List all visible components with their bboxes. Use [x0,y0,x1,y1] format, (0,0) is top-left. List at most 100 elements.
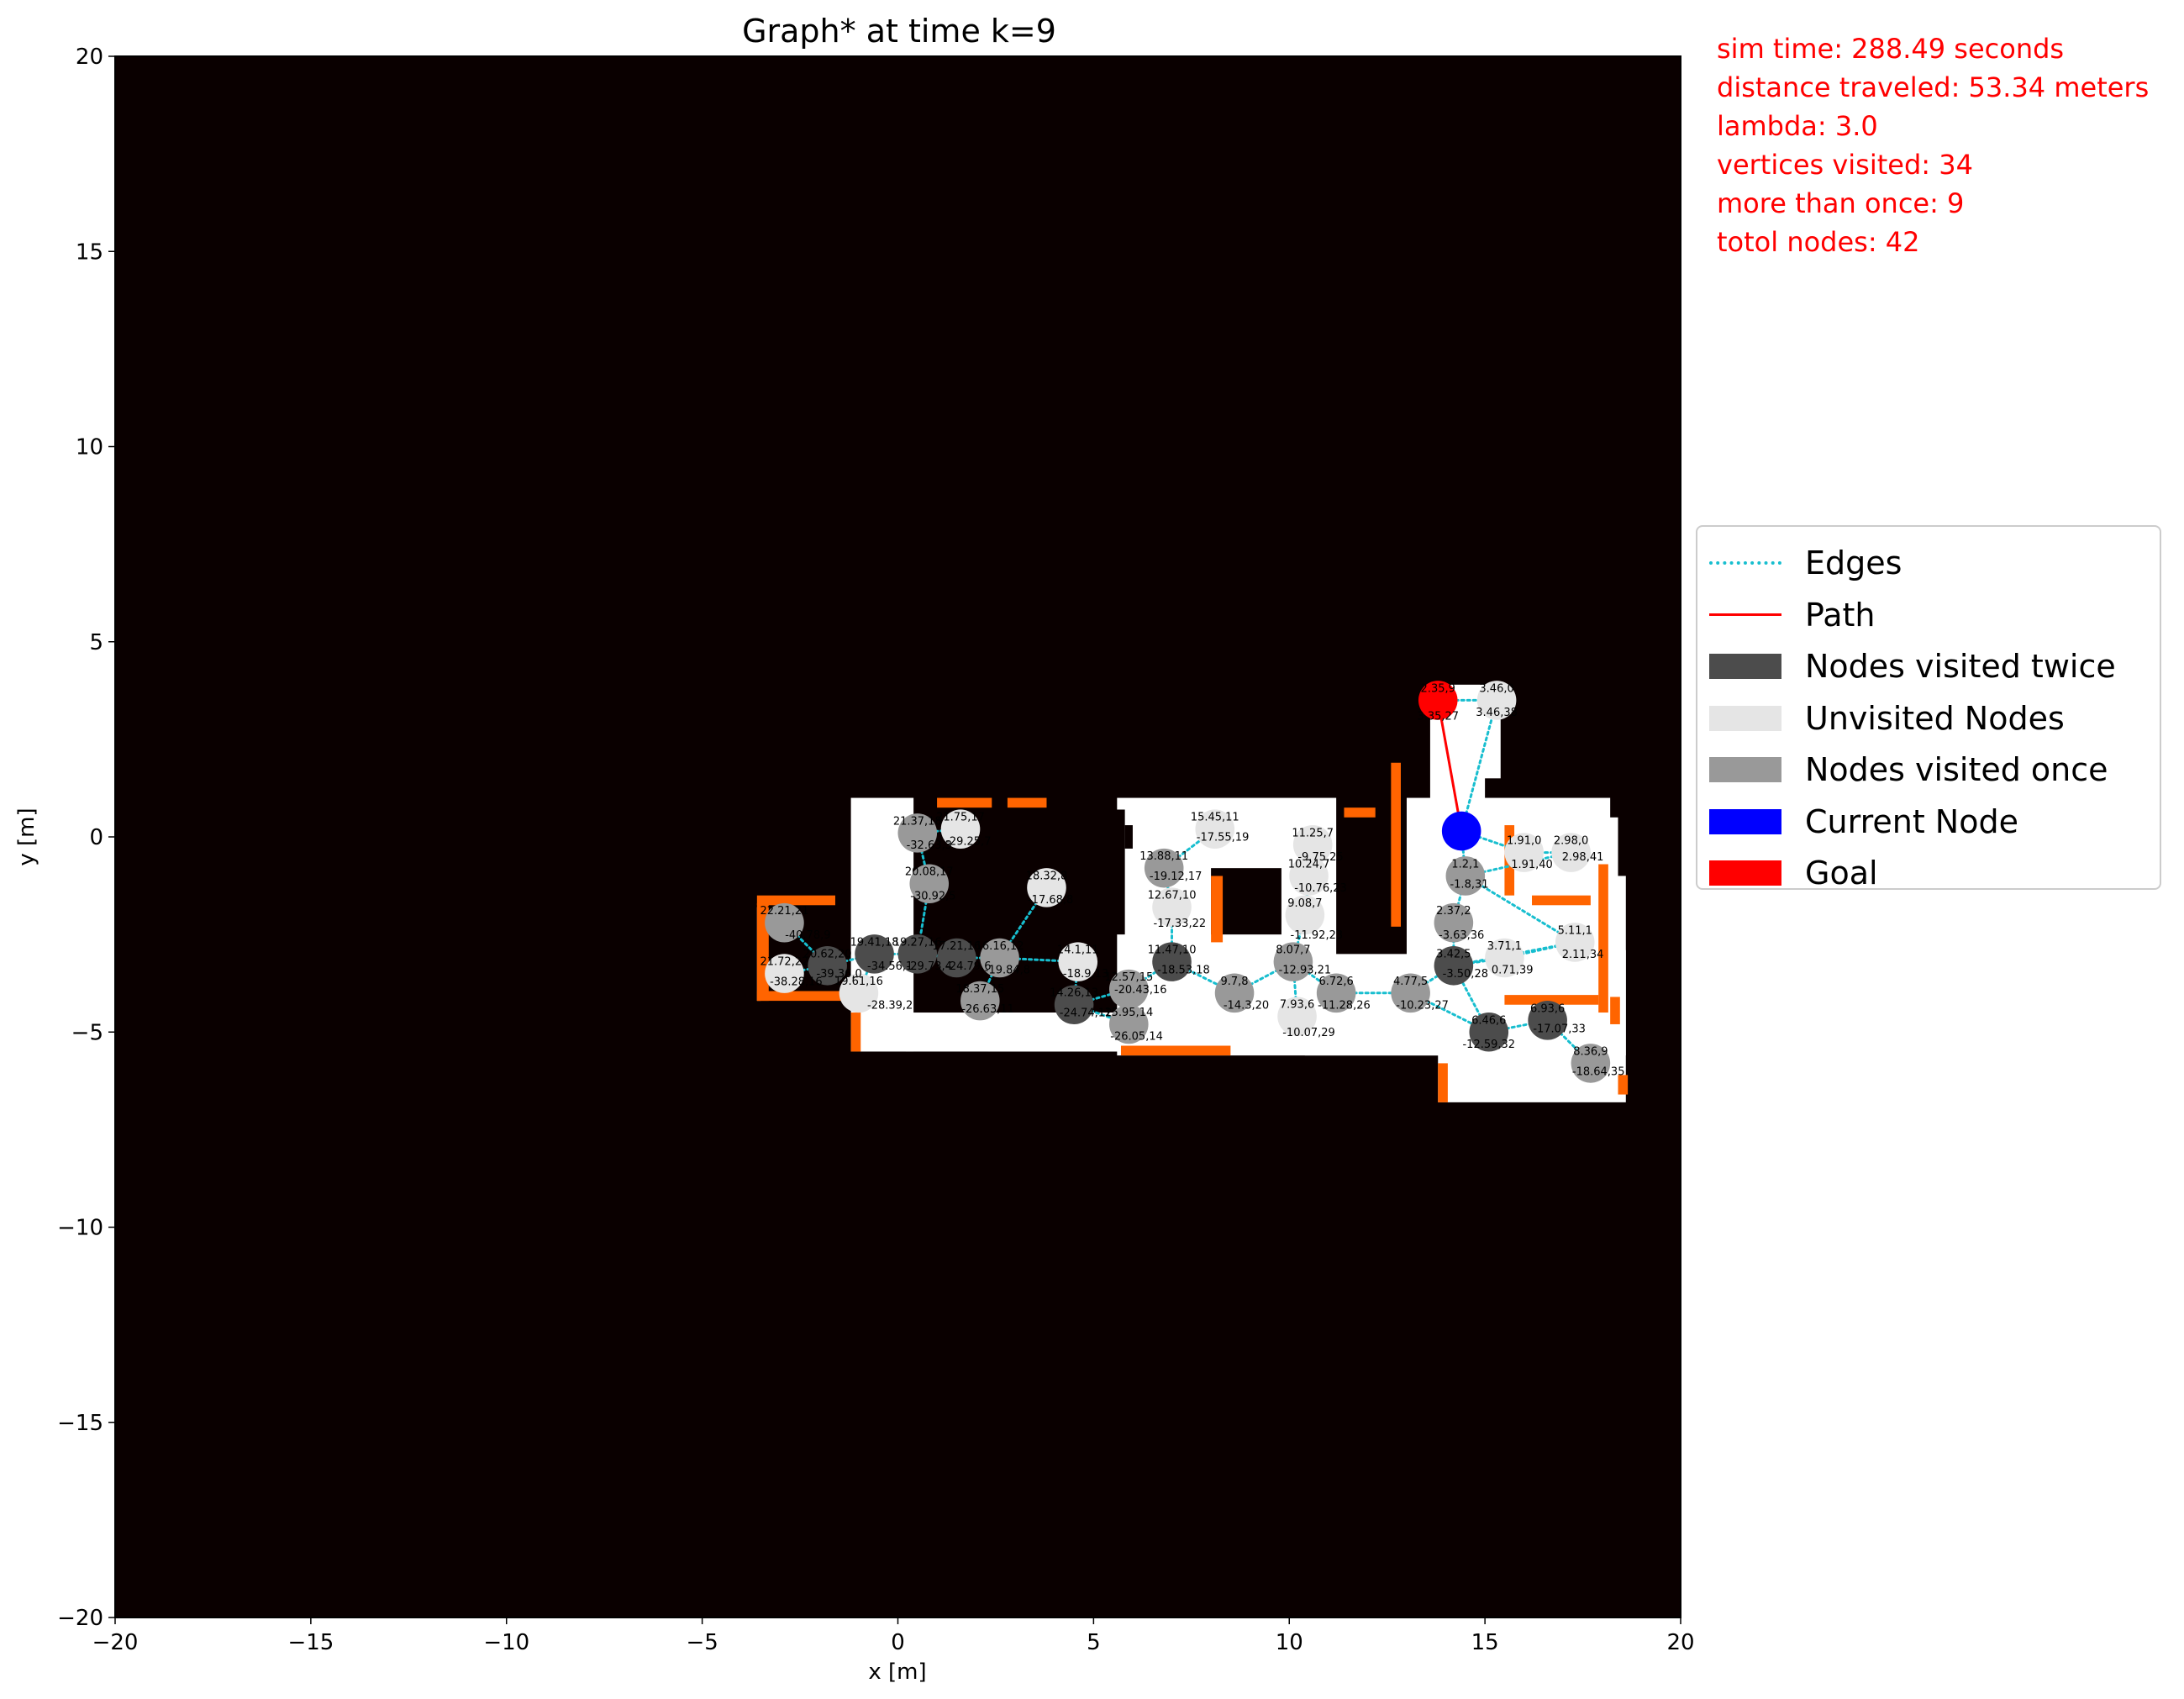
graph-node-once [897,813,938,853]
graph-edge [1464,874,1576,944]
frontier-cell [850,1013,861,1052]
node-label: 16.16,12 [976,940,1024,953]
legend-item: Nodes visited once [1709,749,2108,791]
node-cost-label: -17.33,22 [1154,918,1207,930]
node-cost-label: -26.05,14 [1110,1031,1163,1044]
graph-node-once [1434,902,1474,943]
graph-node-unvisited [1555,923,1595,962]
node-cost-label: -34.56,1 [867,960,913,973]
graph-node-once [1214,973,1255,1013]
node-label: 9.08,7 [1287,897,1322,910]
x-tick-label: −10 [483,1630,529,1655]
node-cost-label: -17.07,33 [1533,1023,1586,1035]
graph-nodes [765,681,1611,1083]
node-label: 21.37,18 [893,815,942,828]
graph-node-unvisited [1289,856,1329,896]
node-cost-label: -29.25,7 [945,835,991,848]
node-cost-label: -3.63,36 [1439,929,1484,942]
node-cost-label: -24.74,12 [1060,1007,1113,1020]
node-cost-label: 1.91,40 [1511,859,1553,871]
x-tick-label: −20 [92,1630,139,1655]
node-cost-label: -3.50,28 [1443,968,1488,981]
node-cost-label: -11.28,26 [1318,999,1371,1012]
node-cost-label: -32.63,3 [907,839,952,852]
graph-node-twice [1434,945,1474,986]
axis-ticks: −20 −15 −10 −5 0 5 10 15 20 20 15 10 5 0 −5 −10 −15 −20 [57,45,1694,1655]
node-label: 2.37,2 [1436,905,1471,918]
node-cost-label: -19.84,8 [985,965,1030,977]
y-axis-label: y [m] [14,807,39,865]
chart-title: Graph* at time k=9 [742,13,1056,50]
frontier-cell [1504,995,1599,1005]
graph-node-once [960,981,1000,1021]
graph-node-once [909,864,950,904]
node-label: 18.32,8 [1026,870,1068,882]
frontier-cell [1391,762,1401,927]
legend-label: Nodes visited twice [1805,648,2116,685]
legend-item: Path [1709,594,1875,636]
node-label: 12.67,10 [1148,890,1197,902]
y-tick-label: 10 [76,435,103,460]
x-tick-label: −15 [287,1630,334,1655]
node-cost-label: 2.98,41 [1562,851,1604,864]
legend-label: Goal [1805,855,1878,892]
graph-edge [1460,698,1498,833]
frontier-cell [1618,1075,1629,1095]
graph-node-unvisited [940,809,981,849]
graph-node-unvisited [839,973,879,1013]
legend-label: Path [1805,596,1876,634]
node-cost-label: -1.8,31 [1450,878,1488,891]
y-tick-label: 20 [76,45,103,70]
node-label: 3.42,5 [1436,948,1471,960]
graph-node-twice [897,934,938,974]
graph-node-once [1316,973,1356,1013]
legend: Edges Path Nodes visited twice Unvisited No… [1696,525,2161,892]
node-cost-label: -10.07,29 [1282,1027,1335,1039]
node-cost-label: -11.92,23 [1291,929,1344,942]
graph-node-unvisited [1195,809,1235,849]
node-cost-label: -10.76,23 [1294,882,1347,895]
y-tick-label: −20 [57,1606,103,1631]
legend-item: Nodes visited twice [1709,645,2116,687]
node-label: 9.7,8 [1221,976,1249,988]
node-cost-label: -38.28,16 [770,976,823,989]
y-tick-label: 15 [76,239,103,265]
node-label: 19.41,18 [850,936,899,949]
node-label: 19.27,16 [893,936,942,949]
node-cost-label: -18.64,35 [1572,1065,1625,1078]
graph-plot: Graph* at time k=9 2.98,0 5.11,1 19.61,16 2… [14,13,1695,1685]
graph-node-unvisited [1058,942,1098,981]
legend-swatch [1709,808,1781,834]
sim-time-text: sim time: 288.49 seconds [1717,33,2065,65]
graph-node-twice [808,945,847,986]
node-label: 5.11,1 [1558,924,1592,937]
graph-node-once [1391,973,1430,1013]
obstacle-region [1066,809,1125,935]
graph-node-unvisited [1476,681,1517,720]
graph-node-twice [1054,985,1094,1025]
node-cost-label: -18.9,13 [1063,968,1108,981]
graph-node-unvisited [1277,997,1317,1036]
graph-node-once [1445,856,1486,896]
graph-node-twice [1469,1012,1509,1052]
graph-node-unvisited [1027,868,1066,907]
node-label: 10.24,7 [1288,858,1330,871]
total-nodes-text: totol nodes: 42 [1717,226,1920,258]
node-cost-label: 0.71,39 [1492,965,1534,977]
node-cost-label: -29.73,4 [907,960,952,973]
path-segment [1436,700,1463,832]
frontier-cell [1610,997,1620,1024]
node-label: 2.98,0 [1554,835,1588,848]
node-label: 1.2,1 [1451,858,1479,871]
node-cost-label: -12.59,32 [1462,1039,1515,1051]
node-cost-label: -12.93,21 [1279,965,1332,977]
node-label: 14.26,13 [1050,987,1098,1000]
y-tick-label: −10 [57,1216,103,1241]
frontier-cell [1532,895,1591,906]
frontier-cell [756,991,855,1002]
y-tick-label: 0 [89,825,103,850]
node-label: 21.75,17 [936,812,985,824]
y-tick-label: 5 [89,630,103,655]
graph-node-unvisited [1504,833,1544,872]
graph-node-once [1273,942,1313,981]
